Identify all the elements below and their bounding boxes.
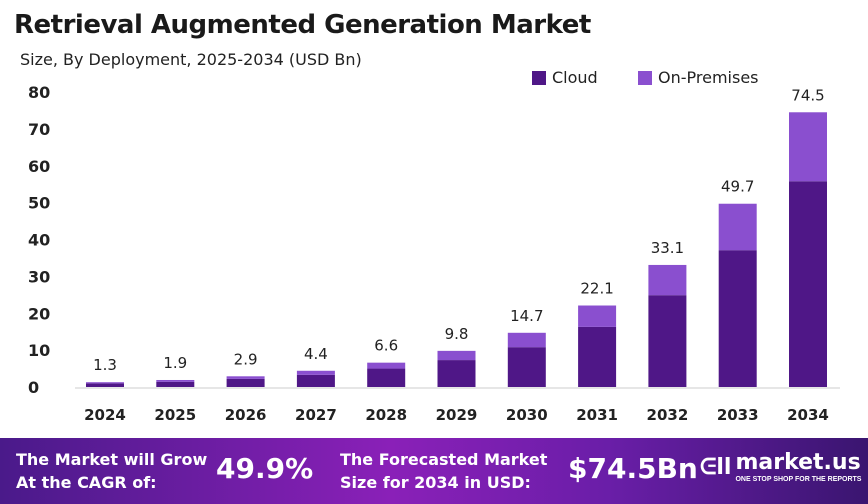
- bar-on-premises-2027: [296, 370, 335, 375]
- bar-on-premises-2031: [578, 305, 617, 327]
- legend-on-premises: On-Premises: [638, 68, 759, 87]
- data-label-2029: 9.8: [445, 325, 469, 343]
- bar-cloud-2030: [507, 347, 546, 387]
- data-label-2025: 1.9: [163, 354, 187, 372]
- y-tick-label: 0: [28, 378, 39, 397]
- forecast-value: $74.5Bn: [568, 452, 698, 485]
- x-tick-label: 2025: [154, 406, 196, 424]
- y-tick-label: 20: [28, 304, 50, 323]
- data-label-2030: 14.7: [510, 307, 543, 325]
- bar-on-premises-2030: [507, 332, 546, 348]
- y-tick-label: 60: [28, 157, 50, 176]
- chart-subtitle: Size, By Deployment, 2025-2034 (USD Bn): [20, 50, 362, 69]
- x-tick-label: 2031: [576, 406, 618, 424]
- bar-cloud-2032: [648, 295, 687, 387]
- y-tick-label: 80: [28, 83, 50, 102]
- y-tick-label: 10: [28, 341, 50, 360]
- bar-on-premises-2034: [789, 112, 827, 182]
- bar-cloud-2033: [718, 250, 757, 387]
- chart: 010203040506070801.320241.920252.920264.…: [28, 83, 840, 424]
- data-label-2026: 2.9: [234, 350, 258, 368]
- bar-cloud-2027: [296, 374, 335, 387]
- bar-on-premises-2033: [718, 203, 757, 251]
- bar-on-premises-2029: [437, 350, 476, 361]
- data-label-2031: 22.1: [580, 280, 613, 298]
- bar-cloud-2028: [367, 368, 406, 387]
- cagr-value: 49.9%: [216, 452, 314, 485]
- x-tick-label: 2029: [436, 406, 478, 424]
- data-label-2027: 4.4: [304, 345, 328, 363]
- logo-tagline: ONE STOP SHOP FOR THE REPORTS: [735, 476, 862, 483]
- logo-text: market.us: [735, 450, 861, 475]
- data-label-2028: 6.6: [374, 337, 398, 355]
- data-label-2024: 1.3: [93, 356, 117, 374]
- bar-cloud-2024: [86, 383, 124, 387]
- marketus-logo: ᕮll market.us ONE STOP SHOP FOR THE REPO…: [700, 450, 862, 484]
- bar-on-premises-2032: [648, 264, 687, 296]
- x-tick-label: 2028: [365, 406, 407, 424]
- bar-on-premises-2026: [226, 376, 265, 379]
- legend-cloud: Cloud: [532, 68, 598, 87]
- y-tick-label: 30: [28, 267, 50, 286]
- y-tick-label: 50: [28, 194, 50, 213]
- y-tick-label: 70: [28, 120, 50, 139]
- footer-banner: The Market will Grow At the CAGR of: 49.9…: [0, 438, 868, 504]
- x-tick-label: 2026: [225, 406, 267, 424]
- bar-on-premises-2024: [86, 382, 124, 384]
- bar-cloud-2031: [578, 326, 617, 387]
- bar-cloud-2034: [789, 181, 827, 387]
- x-tick-label: 2024: [84, 406, 126, 424]
- cagr-label: The Market will Grow: [16, 450, 208, 469]
- logo-icon: ᕮll: [700, 455, 732, 480]
- forecast-label-2: Size for 2034 in USD:: [340, 473, 531, 492]
- bar-cloud-2025: [156, 381, 195, 387]
- x-tick-label: 2030: [506, 406, 548, 424]
- legend-swatch-on-premises: [638, 70, 652, 85]
- chart-title: Retrieval Augmented Generation Market: [14, 10, 591, 40]
- bar-cloud-2029: [437, 360, 476, 387]
- x-tick-label: 2034: [787, 406, 829, 424]
- data-label-2034: 74.5: [791, 86, 824, 104]
- data-label-2032: 33.1: [651, 239, 684, 257]
- legend-label: On-Premises: [658, 68, 759, 87]
- bar-on-premises-2025: [156, 379, 195, 382]
- bar-cloud-2026: [226, 378, 265, 387]
- bar-on-premises-2028: [367, 362, 406, 369]
- cagr-label-2: At the CAGR of:: [16, 473, 157, 492]
- legend-swatch-cloud: [532, 70, 546, 85]
- legend-label: Cloud: [552, 68, 598, 87]
- data-label-2033: 49.7: [721, 178, 754, 196]
- x-tick-label: 2032: [647, 406, 689, 424]
- y-tick-label: 40: [28, 231, 50, 250]
- forecast-label: The Forecasted Market: [340, 450, 548, 469]
- x-tick-label: 2027: [295, 406, 337, 424]
- x-tick-label: 2033: [717, 406, 759, 424]
